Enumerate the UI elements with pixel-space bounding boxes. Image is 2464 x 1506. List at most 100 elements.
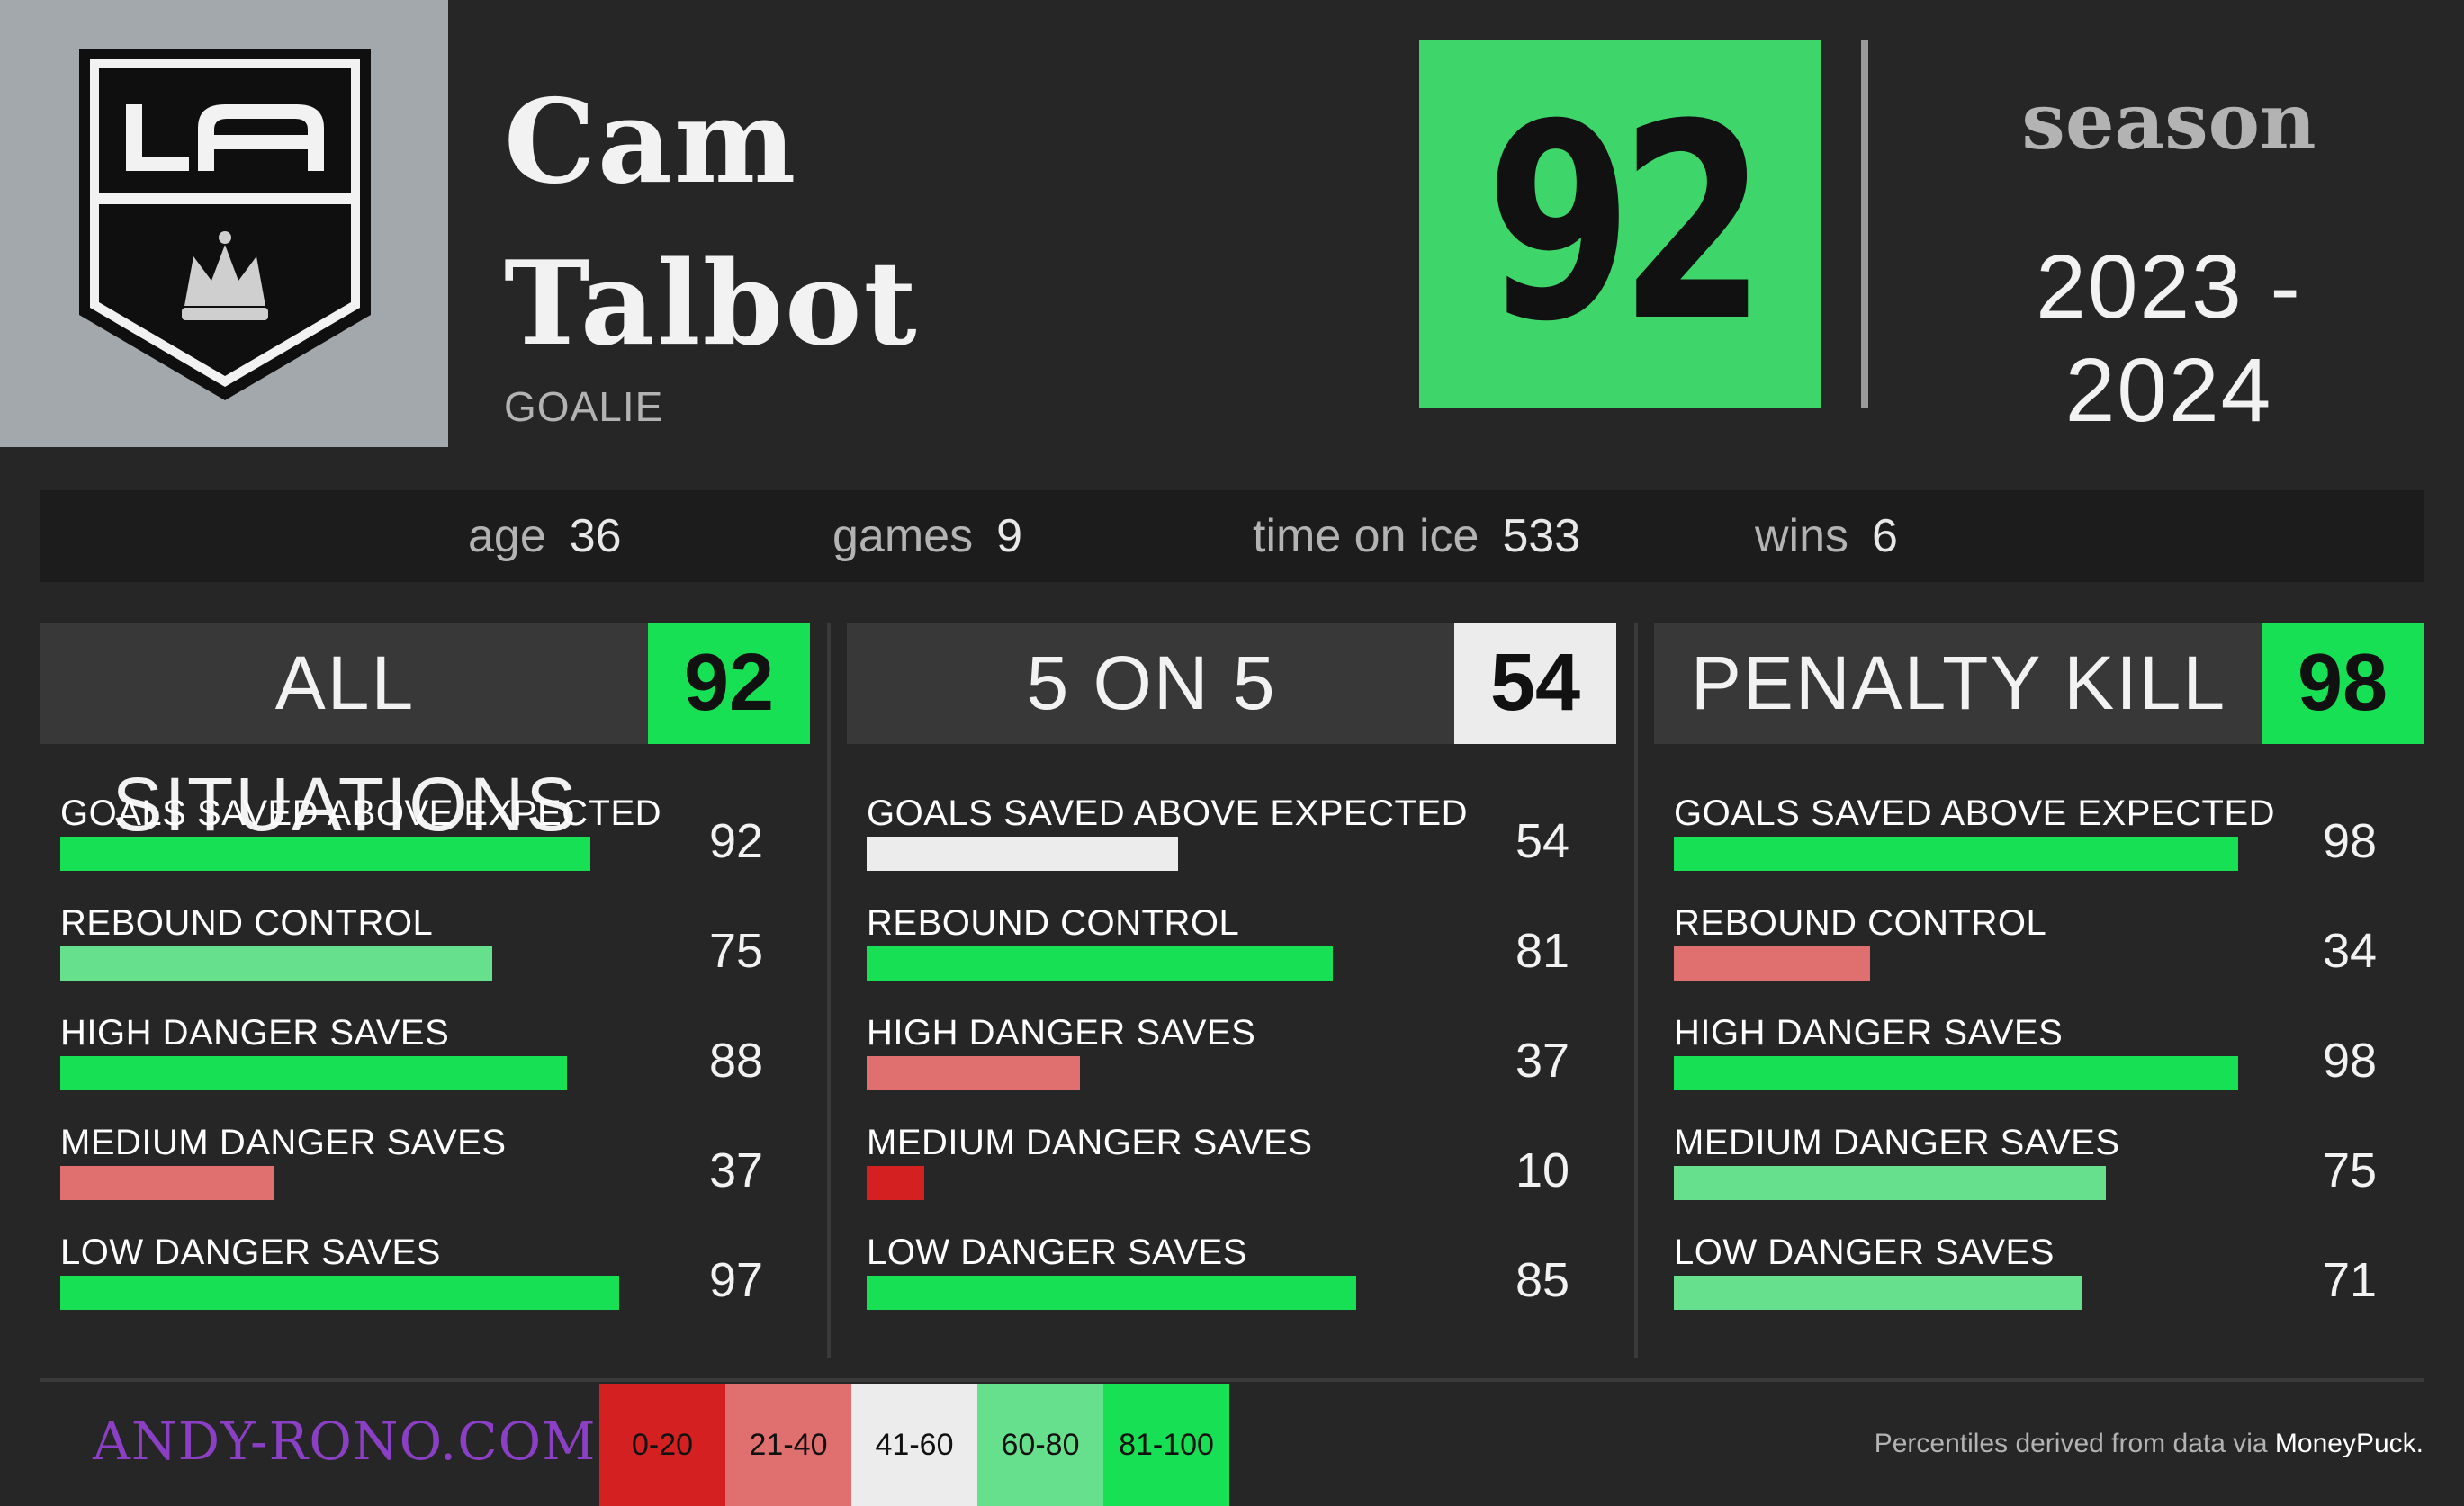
metric-label: REBOUND CONTROL (60, 903, 434, 943)
season-label: season (2021, 76, 2316, 167)
metric-value: 71 (2322, 1253, 2378, 1307)
metric-value: 81 (1515, 924, 1570, 978)
stat-wins: wins 6 (1755, 490, 1898, 582)
percentile-bar (60, 1166, 274, 1200)
panel-all-situations: ALL SITUATIONS 92 GOALS SAVED ABOVE EXPE… (40, 623, 810, 1310)
panel-header: 5 ON 5 54 (847, 623, 1616, 744)
credit-source: MoneyPuck. (2274, 1429, 2424, 1458)
percentile-bar (1674, 837, 2238, 871)
metric-value: 10 (1515, 1143, 1570, 1197)
metric-label: LOW DANGER SAVES (867, 1233, 1247, 1272)
percentile-bar (60, 946, 492, 981)
metric-value: 37 (1515, 1034, 1570, 1088)
metric-label: LOW DANGER SAVES (60, 1233, 441, 1272)
metric-row: GOALS SAVED ABOVE EXPECTED 98 (1674, 793, 2394, 892)
credit-prefix: Percentiles derived from data via (1874, 1429, 2275, 1458)
percentile-bar (1674, 1276, 2082, 1310)
overall-score-box: 92 (1419, 40, 1821, 408)
metric-value: 85 (1515, 1253, 1570, 1307)
metric-value: 75 (708, 924, 764, 978)
panel-header: ALL SITUATIONS 92 (40, 623, 810, 847)
la-kings-logo (79, 49, 371, 400)
metric-row: MEDIUM DANGER SAVES 75 (1674, 1123, 2394, 1222)
metric-row: LOW DANGER SAVES 97 (60, 1233, 780, 1331)
percentile-bar (60, 1276, 619, 1310)
metric-row: GOALS SAVED ABOVE EXPECTED 54 (867, 793, 1587, 892)
panel-divider (1634, 623, 1638, 1358)
percentile-bar (867, 1166, 924, 1200)
metric-row: REBOUND CONTROL 81 (867, 903, 1587, 1002)
stat-label: time on ice (1253, 510, 1479, 562)
stat-label: wins (1755, 510, 1849, 562)
stat-label: games (832, 510, 974, 562)
panel-divider (827, 623, 831, 1358)
stat-value: 36 (569, 510, 622, 562)
player-position: GOALIE (504, 383, 664, 430)
panel-score: 98 (2262, 623, 2424, 744)
footer-divider (40, 1378, 2424, 1382)
percentile-bar (867, 837, 1178, 871)
legend-0-20: 0-20 (599, 1384, 725, 1506)
legend-21-40: 21-40 (725, 1384, 851, 1506)
metric-row: GOALS SAVED ABOVE EXPECTED 92 (60, 793, 780, 892)
metric-row: REBOUND CONTROL 75 (60, 903, 780, 1002)
panel-header: PENALTY KILL 98 (1654, 623, 2424, 744)
percentile-bar (1674, 1056, 2238, 1090)
metric-value: 88 (708, 1034, 764, 1088)
metric-row: HIGH DANGER SAVES 88 (60, 1013, 780, 1112)
metric-label: HIGH DANGER SAVES (60, 1013, 450, 1053)
stat-value: 6 (1872, 510, 1898, 562)
stat-age: age 36 (468, 490, 622, 582)
panel-score: 54 (1454, 623, 1616, 744)
metric-row: LOW DANGER SAVES 71 (1674, 1233, 2394, 1331)
metric-label: HIGH DANGER SAVES (1674, 1013, 2064, 1053)
metric-value: 92 (708, 814, 764, 868)
metric-row: REBOUND CONTROL 34 (1674, 903, 2394, 1002)
data-credit: Percentiles derived from data via MoneyP… (1875, 1429, 2424, 1459)
metric-label: GOALS SAVED ABOVE EXPECTED (1674, 793, 2276, 833)
stat-strip: age 36 games 9 time on ice 533 wins 6 (40, 490, 2424, 582)
percentile-bar (867, 1276, 1356, 1310)
site-name: ANDY-RONO.COM (93, 1411, 597, 1472)
stat-games: games 9 (832, 490, 1022, 582)
stat-value: 533 (1502, 510, 1581, 562)
metric-row: HIGH DANGER SAVES 98 (1674, 1013, 2394, 1112)
metric-value: 98 (2322, 1034, 2378, 1088)
panel-title: 5 ON 5 (1026, 641, 1277, 725)
metric-value: 54 (1515, 814, 1570, 868)
metric-value: 98 (2322, 814, 2378, 868)
metric-label: HIGH DANGER SAVES (867, 1013, 1256, 1053)
team-logo-panel (0, 0, 448, 447)
metric-value: 75 (2322, 1143, 2378, 1197)
metric-row: MEDIUM DANGER SAVES 10 (867, 1123, 1587, 1222)
stat-time-on-ice: time on ice 533 (1253, 490, 1580, 582)
metric-row: LOW DANGER SAVES 85 (867, 1233, 1587, 1331)
stat-value: 9 (996, 510, 1022, 562)
player-first-name: Cam (504, 75, 798, 210)
metric-row: MEDIUM DANGER SAVES 37 (60, 1123, 780, 1222)
stat-label: age (468, 510, 546, 562)
metric-label: MEDIUM DANGER SAVES (867, 1123, 1313, 1162)
panel-title: PENALTY KILL (1690, 641, 2227, 725)
overall-score: 92 (1486, 67, 1767, 381)
header-divider (1861, 40, 1868, 408)
legend-60-80: 60-80 (977, 1384, 1103, 1506)
metric-value: 37 (708, 1143, 764, 1197)
legend-41-60: 41-60 (851, 1384, 977, 1506)
metric-label: REBOUND CONTROL (867, 903, 1240, 943)
metric-label: LOW DANGER SAVES (1674, 1233, 2055, 1272)
panel-title: ALL SITUATIONS (112, 641, 579, 847)
metric-value: 34 (2322, 924, 2378, 978)
player-last-name: Talbot (504, 237, 919, 372)
panel-5-on-5: 5 ON 5 54 GOALS SAVED ABOVE EXPECTED 54 RE… (847, 623, 1616, 1310)
percentile-bar (60, 1056, 567, 1090)
season-years: 2023 - 2024 (2036, 237, 2302, 441)
percentile-bar (867, 946, 1333, 981)
metric-label: MEDIUM DANGER SAVES (60, 1123, 507, 1162)
legend-81-100: 81-100 (1103, 1384, 1229, 1506)
panel-score: 92 (648, 623, 810, 744)
metric-label: GOALS SAVED ABOVE EXPECTED (867, 793, 1469, 833)
metric-label: GOALS SAVED ABOVE EXPECTED (60, 793, 662, 833)
metric-label: REBOUND CONTROL (1674, 903, 2047, 943)
percentile-bar (1674, 1166, 2106, 1200)
